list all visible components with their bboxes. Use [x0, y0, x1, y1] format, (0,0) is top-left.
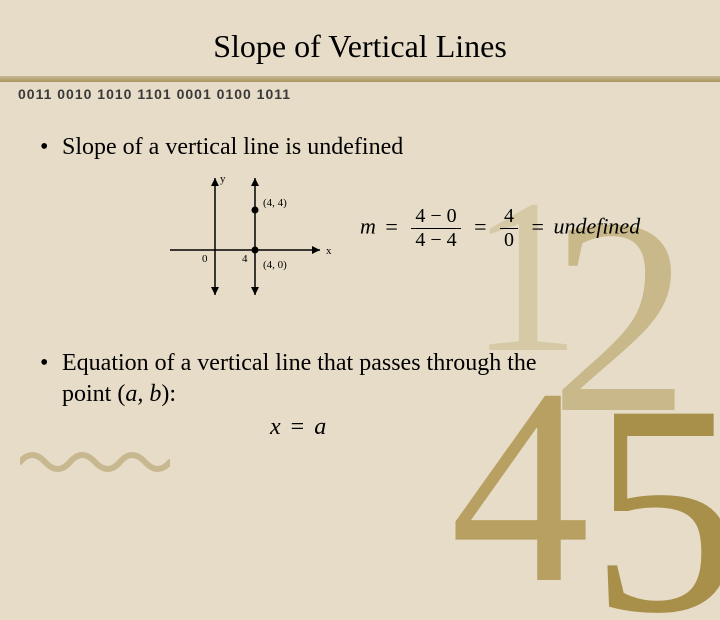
bullet2-line1: Equation of a vertical line that passes …: [62, 350, 537, 376]
fraction-1: 4 − 0 4 − 4: [411, 205, 460, 252]
x-axis-label: x: [326, 245, 332, 257]
formula-variable-m: m: [360, 214, 376, 239]
point-4-0-label: (4, 0): [263, 259, 287, 271]
undefined-label: undefined: [553, 214, 640, 239]
bullet2-line2-prefix: point (: [62, 381, 125, 407]
point-4-4-label: (4, 4): [263, 197, 287, 209]
bullet2-line2-suffix: ):: [161, 381, 176, 407]
numerator-2: 4: [500, 205, 518, 229]
denominator-2: 0: [500, 229, 518, 252]
bullet-slope-undefined: Slope of a vertical line is undefined: [62, 134, 403, 161]
equals-sign: =: [385, 214, 397, 239]
slide-title: Slope of Vertical Lines: [0, 28, 720, 65]
equals-sign: =: [474, 214, 486, 239]
numerator-1: 4 − 0: [411, 205, 460, 229]
vertical-line-equation: x = a: [270, 414, 326, 441]
slope-formula: m = 4 − 0 4 − 4 = 4 0 = undefined: [360, 205, 640, 252]
y-axis-label: y: [220, 173, 226, 185]
binary-decorative-text: 0011 0010 1010 1101 0001 0100 1011: [18, 86, 291, 102]
bullet-equation-vertical-line: Equation of a vertical line that passes …: [62, 348, 662, 410]
fraction-2: 4 0: [500, 205, 518, 252]
equation-rhs: a: [314, 414, 326, 440]
vertical-line-graph: y x 0 4 (4, 4) (4, 0): [160, 170, 350, 300]
tick-4-label: 4: [242, 253, 248, 265]
equation-lhs: x: [270, 414, 281, 440]
origin-label: 0: [202, 253, 208, 265]
title-divider: [0, 76, 720, 82]
equals-sign: =: [291, 414, 305, 440]
slide: 1 2 4 5 Slope of Vertical Lines 0011 001…: [0, 0, 720, 540]
point-ab: a, b: [125, 381, 161, 407]
wave-decoration: [20, 444, 170, 480]
denominator-1: 4 − 4: [411, 229, 460, 252]
equals-sign: =: [532, 214, 544, 239]
